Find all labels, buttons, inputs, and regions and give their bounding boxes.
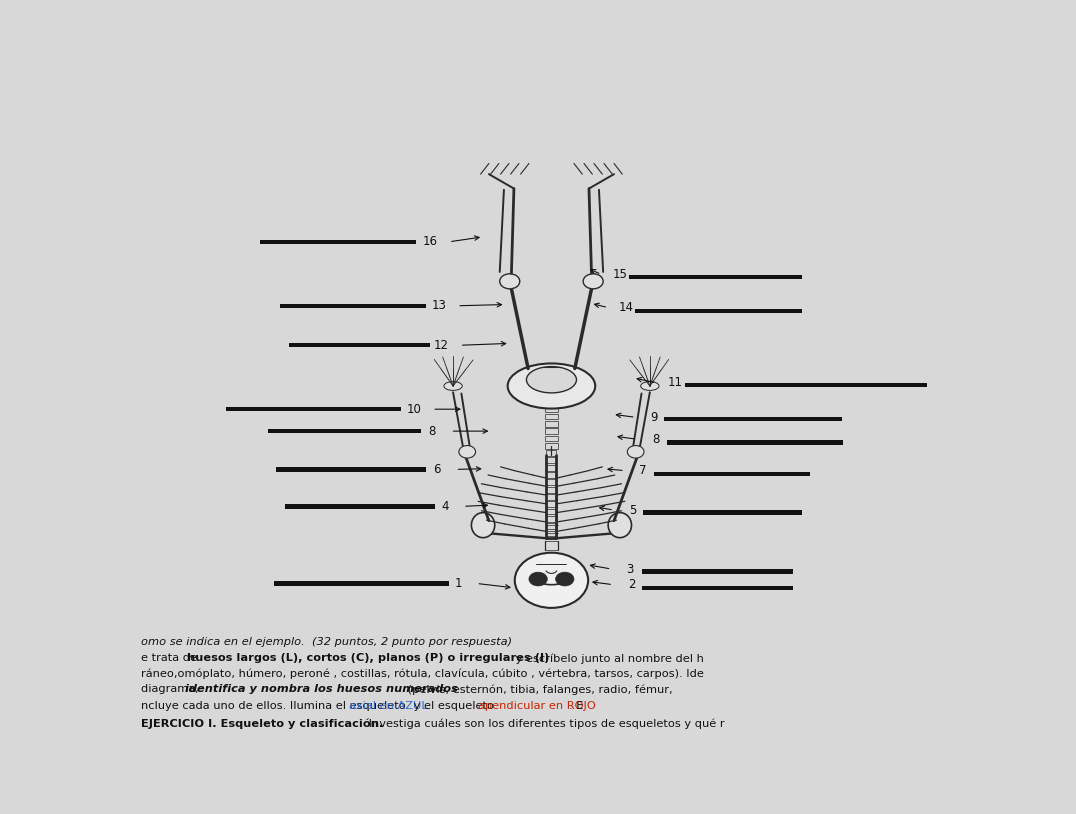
Text: huesos largos (L), cortos (C), planos (P) o irregulares (I): huesos largos (L), cortos (C), planos (P… [187,653,550,663]
Bar [629,275,802,279]
Bar [666,440,844,444]
Bar [641,585,793,590]
Bar [546,509,557,514]
Ellipse shape [444,382,463,391]
Bar [547,450,556,456]
Bar [544,414,558,419]
Bar [544,428,558,434]
Bar [547,479,556,485]
Text: 6: 6 [434,463,441,476]
Text: . E: . E [569,701,583,711]
Text: 15: 15 [612,268,627,281]
Text: Investiga cuáles son los diferentes tipos de esqueletos y qué r: Investiga cuáles son los diferentes tipo… [365,718,724,729]
Text: 1: 1 [454,577,462,590]
Circle shape [583,274,604,289]
Text: 4: 4 [441,500,449,513]
Bar [288,343,429,348]
Text: 3: 3 [626,562,634,575]
Text: identifica y nombra los huesos numerados: identifica y nombra los huesos numerados [185,685,458,694]
Text: 16: 16 [423,235,438,248]
Text: omo se indica en el ejemplo.  (32 puntos, 2 punto por respuesta): omo se indica en el ejemplo. (32 puntos,… [141,637,512,646]
Text: ráneo,omóplato, húmero, peroné , costillas, rótula, clavícula, cúbito , vértebra: ráneo,omóplato, húmero, peroné , costill… [141,668,704,679]
Text: y el esqueleto: y el esqueleto [410,701,498,711]
Text: 9: 9 [650,411,657,424]
Bar [284,504,435,509]
Text: axial en AZUL: axial en AZUL [349,701,428,711]
Circle shape [458,445,476,458]
Ellipse shape [526,366,577,393]
Bar [547,465,556,470]
Bar [546,531,557,536]
Ellipse shape [508,363,595,409]
Text: 14: 14 [619,301,634,314]
Circle shape [514,553,589,608]
Bar [544,406,558,412]
Bar [547,472,556,478]
Bar [281,304,426,308]
Bar [259,239,416,244]
Text: 11: 11 [667,376,682,389]
Text: diagrama,: diagrama, [141,685,202,694]
Text: ncluye cada uno de ellos. Ilumina el esqueleto: ncluye cada uno de ellos. Ilumina el esq… [141,701,410,711]
Ellipse shape [608,513,632,538]
Bar [544,443,558,449]
Bar [544,421,558,427]
Text: 12: 12 [434,339,449,352]
Bar [226,407,401,411]
Circle shape [627,445,645,458]
Bar [268,429,422,433]
Text: 8: 8 [652,433,660,446]
Bar [654,471,810,476]
Text: 5: 5 [628,504,636,517]
Text: 2: 2 [627,578,635,591]
Text: EJERCICIO I. Esqueleto y clasificación.: EJERCICIO I. Esqueleto y clasificación. [141,718,383,729]
Bar [546,487,557,492]
Bar [277,467,426,471]
Bar [546,516,557,522]
Text: 10: 10 [407,403,422,416]
Bar [643,510,802,514]
Bar [273,581,449,585]
Text: (pelvis, esternón, tibia, falanges, radio, fémur,: (pelvis, esternón, tibia, falanges, radi… [404,685,672,695]
Bar [546,494,557,500]
Text: 8: 8 [428,425,436,438]
Circle shape [555,572,574,586]
Bar [635,309,802,313]
Bar [641,569,793,574]
Text: e trata de: e trata de [141,653,201,663]
Circle shape [529,572,548,586]
Bar [544,435,558,441]
Text: 7: 7 [639,464,647,477]
Bar [684,383,926,387]
Text: 13: 13 [431,300,447,313]
Circle shape [499,274,520,289]
Ellipse shape [471,513,495,538]
Bar [546,501,557,507]
Ellipse shape [640,382,659,391]
Text: y escríbelo junto al nombre del h: y escríbelo junto al nombre del h [512,653,704,663]
Bar [546,523,557,529]
Bar [664,417,841,422]
Text: apendicular en ROJO: apendicular en ROJO [478,701,596,711]
Bar [547,457,556,463]
